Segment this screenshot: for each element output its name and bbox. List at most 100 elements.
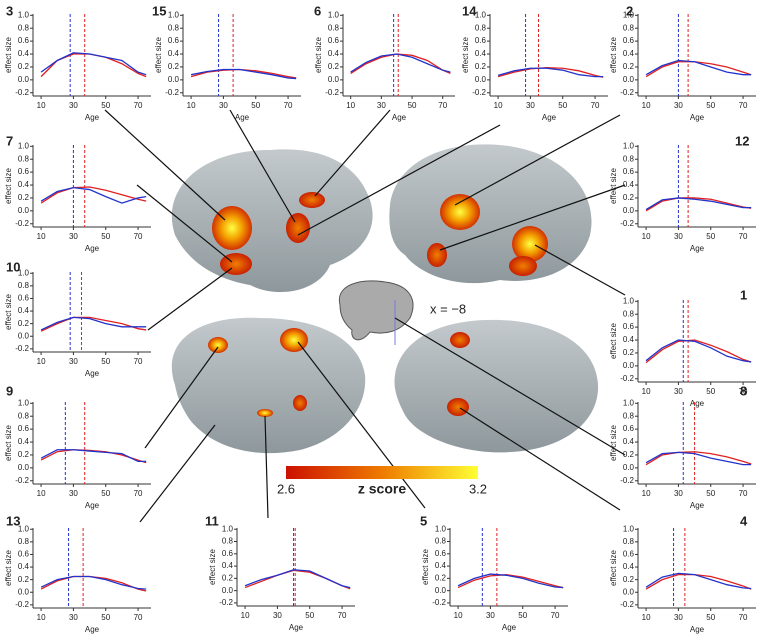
x-tick-label: 70 [739,232,748,241]
x-tick-label: 30 [674,387,683,396]
x-tick-label: 10 [454,611,463,620]
connector [297,124,501,236]
y-tick-label: -0.2 [15,600,29,609]
y-tick-label: 0.4 [18,180,30,189]
x-tick-label: 30 [674,101,683,110]
connector [459,407,621,511]
fit-line [40,575,147,592]
x-tick-label: 10 [37,357,46,366]
y-tick-label: 1.0 [328,10,340,19]
y-tick-label: 0.6 [623,550,635,559]
y-tick-label: 0.2 [18,62,30,71]
y-tick-label: 0.8 [18,154,30,163]
x-tick-label: 30 [674,613,683,622]
panel: 3 -0.2 0.0 0.2 0.4 0.6 0.8 1.0 10 30 50 70 Age effect… [4,3,151,122]
panel-label: 2 [626,3,633,18]
y-tick-label: 0.2 [623,450,635,459]
x-tick-label: 70 [338,611,347,620]
y-tick-label: 0.4 [18,306,30,315]
panel: 9 -0.2 0.0 0.2 0.4 0.6 0.8 1.0 10 30 50 70 Age effect… [4,383,151,510]
y-tick-label: 0.8 [18,23,30,32]
y-tick-label: 0.8 [18,537,30,546]
y-tick-label: 0.2 [328,62,340,71]
cluster [427,243,447,267]
y-axis-label: effect size [4,294,13,330]
y-tick-label: 0.0 [18,463,30,472]
x-tick-label: 10 [37,613,46,622]
x-tick-label: 50 [408,101,417,110]
x-axis-label: Age [85,244,100,253]
y-tick-label: -0.2 [432,598,446,607]
y-tick-label: -0.2 [219,598,233,607]
connector [439,184,626,251]
y-tick-label: 0.4 [18,562,30,571]
fit-line [645,339,752,363]
x-tick-label: 10 [37,232,46,241]
brain-right-lateral [389,144,592,284]
y-tick-label: 0.0 [623,75,635,84]
fit-line [645,572,752,590]
y-tick-label: 0.8 [328,23,340,32]
fit-line [497,67,604,78]
x-tick-label: 70 [284,101,293,110]
x-tick-label: 50 [706,232,715,241]
panel: 7 -0.2 0.0 0.2 0.4 0.6 0.8 1.0 10 30 50 70 Age effect… [4,133,151,253]
x-tick-label: 70 [134,613,143,622]
x-tick-label: 70 [739,387,748,396]
y-tick-label: 0.0 [328,75,340,84]
fit-line [645,61,752,78]
x-tick-label: 70 [438,101,447,110]
panel: 10-0.20.00.20.40.60.81.010 30 50 70Ageeffec… [4,259,151,378]
y-tick-label: 0.4 [623,437,635,446]
y-tick-label: 0.6 [18,167,30,176]
y-tick-label: -0.2 [620,600,634,609]
panel-label: 7 [6,133,13,148]
x-tick-label: 30 [69,357,78,366]
y-tick-label: 1.0 [623,296,635,305]
y-tick-label: 0.8 [18,281,30,290]
y-tick-label: 0.6 [623,36,635,45]
y-tick-label: 1.0 [435,524,447,533]
panel-label: 5 [420,513,427,528]
cluster [509,256,537,276]
cluster [299,192,325,208]
colorbar-label: z score [358,481,406,497]
fit-line [645,451,752,466]
panel-label: 11 [205,513,219,528]
y-tick-label: 0.6 [623,322,635,331]
y-tick-label: 0.2 [18,319,30,328]
panel-label: 1 [740,287,747,302]
panel: 5 -0.2 0.0 0.2 0.4 0.6 0.8 1.0 10 30 50 70 Age effect… [420,513,568,632]
connector [104,109,226,221]
connector [534,244,626,296]
panel-label: 15 [152,3,166,18]
connector [314,109,391,197]
y-tick-label: 0.6 [435,549,447,558]
x-axis-label: Age [690,113,705,122]
y-tick-label: -0.2 [15,476,29,485]
x-tick-label: 30 [69,613,78,622]
y-tick-label: -0.2 [620,476,634,485]
x-tick-label: 70 [134,101,143,110]
y-tick-label: 1.0 [623,524,635,533]
y-tick-label: 0.4 [623,180,635,189]
x-tick-label: 30 [674,232,683,241]
y-tick-label: -0.2 [15,219,29,228]
panel: 14 -0.2 0.0 0.2 0.4 0.6 0.8 1.0 10 30 50 70 Age effec… [461,3,608,122]
brain-left-lateral [171,149,373,293]
y-tick-label: 0.4 [623,335,635,344]
fit-line [40,575,147,590]
cluster [286,213,310,243]
panel-label: 3 [6,3,13,18]
y-axis-label: effect size [609,37,618,73]
fit-line [40,53,147,78]
y-tick-label: 0.8 [623,23,635,32]
y-tick-label: 0.8 [222,537,234,546]
x-axis-label: Age [235,113,250,122]
panel: 1 -0.2 0.0 0.2 0.4 0.6 0.8 1.0 10 30 50 70 Age effect… [609,287,756,408]
slice-label: x = −8 [430,301,466,316]
x-tick-label: 10 [346,101,355,110]
panel: 6 -0.2 0.0 0.2 0.4 0.6 0.8 1.0 10 30 50 70 Age effect… [314,3,455,122]
y-tick-label: 0.0 [18,331,30,340]
y-tick-label: -0.2 [472,88,486,97]
